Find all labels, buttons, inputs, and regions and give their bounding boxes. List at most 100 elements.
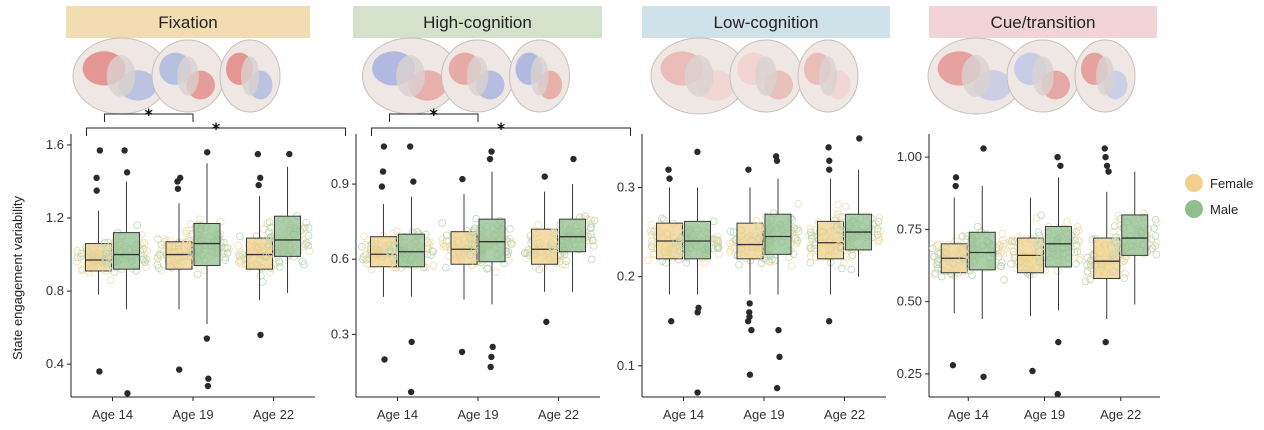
- jitter-point: [182, 238, 190, 246]
- jitter-point: [1074, 236, 1082, 245]
- jitter-point: [535, 265, 544, 274]
- jitter-point: [998, 229, 1007, 238]
- jitter-point: [958, 231, 967, 240]
- jitter-point: [1152, 250, 1161, 259]
- jitter-point: [304, 223, 313, 232]
- x-tick-label: Age 19: [457, 407, 498, 422]
- jitter-point: [258, 278, 267, 286]
- jitter-point: [492, 268, 500, 276]
- jitter-point: [752, 223, 761, 231]
- jitter-point: [1108, 251, 1117, 260]
- brain-ventricle: [961, 55, 991, 97]
- outlier-point: [488, 148, 495, 155]
- outlier-point: [980, 145, 987, 152]
- outlier-point: [952, 182, 959, 190]
- jitter-point: [647, 220, 656, 229]
- jitter-point: [304, 241, 313, 250]
- outlier-point: [666, 175, 673, 182]
- box: [559, 218, 587, 253]
- jitter-point: [506, 238, 514, 246]
- jitter-point: [223, 249, 232, 257]
- jitter-point: [794, 199, 803, 208]
- outlier-point: [256, 174, 264, 182]
- outlier-point: [408, 338, 415, 346]
- legend-male-label: Male: [1210, 202, 1238, 217]
- jitter-point: [304, 231, 313, 240]
- outlier-point: [96, 368, 103, 375]
- jitter-point: [806, 258, 815, 267]
- outlier-point: [772, 153, 780, 160]
- outlier-point: [1101, 145, 1108, 152]
- outlier-point: [486, 155, 494, 163]
- legend-female-swatch: [1185, 174, 1203, 192]
- outlier-point: [1102, 338, 1109, 346]
- jitter-point: [181, 229, 190, 238]
- jitter-point: [390, 241, 399, 250]
- x-tick-label: Age 19: [172, 407, 213, 422]
- outlier-point: [380, 143, 388, 150]
- jitter-point: [1152, 219, 1161, 228]
- x-tick-label: Age 19: [1024, 407, 1065, 422]
- box: [1045, 225, 1072, 268]
- jitter-point: [77, 249, 86, 258]
- chart-panels: Fixation 0.4 0.8 1.2 1.6 Age 14 Age 19 Age 22 * *…: [46, 6, 1161, 422]
- panel-cue-transition: Cue/transition 0.25 0.50 0.75 1.00 Age 14 Age …: [897, 6, 1161, 422]
- series-female: [357, 143, 571, 363]
- panel-header: [642, 6, 890, 38]
- jitter-point: [1120, 274, 1129, 282]
- jitter-point: [426, 238, 435, 246]
- jitter-point: [726, 227, 735, 236]
- jitter-point: [265, 268, 274, 277]
- jitter-point: [470, 241, 479, 250]
- jitter-point: [262, 252, 270, 261]
- y-tick-label: 0.3: [617, 179, 635, 194]
- jitter-point: [439, 239, 447, 248]
- jitter-point: [193, 270, 202, 279]
- jitter-point: [671, 226, 680, 234]
- outlier-point: [748, 326, 755, 334]
- jitter-point: [1072, 259, 1080, 268]
- jitter-point: [757, 259, 766, 267]
- jitter-point: [1151, 232, 1160, 240]
- outlier-point: [694, 148, 701, 156]
- series-female: [73, 147, 284, 375]
- jitter-point: [386, 248, 395, 256]
- outlier-point: [826, 157, 833, 164]
- outlier-point: [205, 375, 212, 382]
- jitter-point: [726, 245, 735, 254]
- jitter-point: [1035, 231, 1044, 240]
- jitter-point: [658, 214, 666, 223]
- jitter-point: [713, 232, 722, 241]
- series-male: [385, 143, 599, 396]
- jitter-point: [839, 259, 848, 267]
- brain-images: [927, 37, 1136, 115]
- jitter-point: [807, 228, 815, 237]
- outlier-point: [254, 150, 262, 158]
- jitter-point: [675, 247, 684, 255]
- series-male: [671, 135, 885, 396]
- brain-images: [362, 37, 570, 115]
- outlier-point: [381, 356, 388, 363]
- box: [968, 231, 996, 271]
- jitter-point: [930, 271, 939, 279]
- y-tick-label: 0.1: [617, 358, 635, 373]
- jitter-point: [133, 221, 142, 229]
- y-tick-label: 1.00: [897, 149, 922, 164]
- brain-ventricle: [755, 56, 777, 96]
- outlier-point: [541, 173, 548, 180]
- outlier-point: [489, 343, 496, 351]
- outlier-point: [203, 335, 211, 342]
- jitter-point: [221, 253, 230, 262]
- jitter-point: [1032, 214, 1041, 222]
- jitter-point: [1000, 245, 1008, 254]
- jitter-point: [973, 222, 982, 231]
- jitter-point: [534, 220, 543, 229]
- jitter-point: [735, 260, 743, 269]
- jitter-point: [506, 224, 514, 233]
- jitter-point: [442, 231, 451, 240]
- jitter-point: [157, 244, 166, 253]
- brain-ventricle: [819, 56, 837, 96]
- jitter-point: [357, 242, 366, 251]
- jitter-point: [1112, 237, 1120, 246]
